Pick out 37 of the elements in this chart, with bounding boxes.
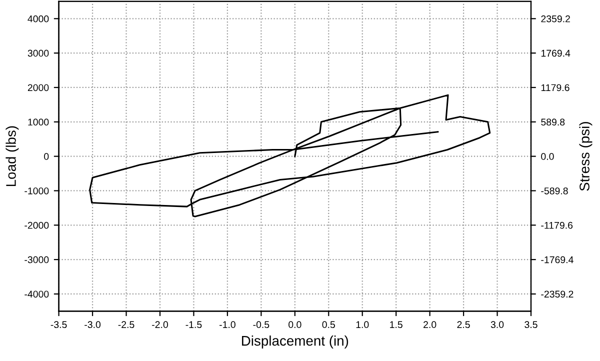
x-tick-label: 3.0 bbox=[490, 321, 504, 328]
x-tick-label: -2.0 bbox=[152, 321, 168, 328]
y2-tick-label: 1769.4 bbox=[541, 50, 570, 57]
y2-tick-label: 589.8 bbox=[541, 118, 565, 126]
x-tick-label: -1.5 bbox=[186, 321, 202, 328]
y2-tick-label: 1179.6 bbox=[541, 84, 570, 92]
y2-tick-label: -1179.6 bbox=[541, 222, 573, 229]
y-axis-title: Load (lbs) bbox=[6, 126, 19, 186]
y-tick-label: -3000 bbox=[24, 256, 49, 264]
x-tick-label: 0.5 bbox=[322, 321, 335, 328]
line-series bbox=[89, 94, 491, 218]
y-tick-label: -4000 bbox=[24, 290, 49, 298]
x-tick-label: 1.5 bbox=[390, 321, 402, 328]
y-tick-label: -2000 bbox=[24, 222, 49, 229]
y2-tick-label: 0.0 bbox=[541, 153, 554, 160]
x-axis-title: Displacement (in) bbox=[242, 336, 348, 348]
y-tick-label: 3000 bbox=[28, 50, 49, 57]
x-tick-label: -0.5 bbox=[253, 321, 270, 328]
y-tick-label: 1000 bbox=[28, 118, 49, 126]
x-tick-label: 1.0 bbox=[356, 321, 369, 328]
y-tick-label: -1000 bbox=[24, 187, 49, 194]
y2-tick-label: -589.8 bbox=[541, 187, 568, 194]
y-tick-label: 0 bbox=[44, 153, 49, 160]
x-tick-label: 0.0 bbox=[288, 321, 302, 328]
y-tick-label: 4000 bbox=[28, 15, 49, 22]
y2-tick-label: -2359.2 bbox=[541, 290, 574, 298]
x-tick-label: 3.5 bbox=[524, 321, 538, 328]
x-tick-label: -2.5 bbox=[118, 321, 134, 328]
y-tick-label: 2000 bbox=[28, 84, 49, 92]
x-tick-label: 2.0 bbox=[424, 321, 436, 328]
x-tick-label: -1.0 bbox=[220, 321, 236, 328]
x-tick-label: -3.0 bbox=[84, 321, 101, 328]
x-tick-label: -3.5 bbox=[50, 321, 67, 328]
x-tick-label: 2.5 bbox=[457, 321, 470, 328]
y2-axis-title: Stress (psi) bbox=[579, 122, 592, 191]
y2-tick-label: -1769.4 bbox=[541, 256, 574, 264]
y2-tick-label: 2359.2 bbox=[541, 15, 570, 22]
